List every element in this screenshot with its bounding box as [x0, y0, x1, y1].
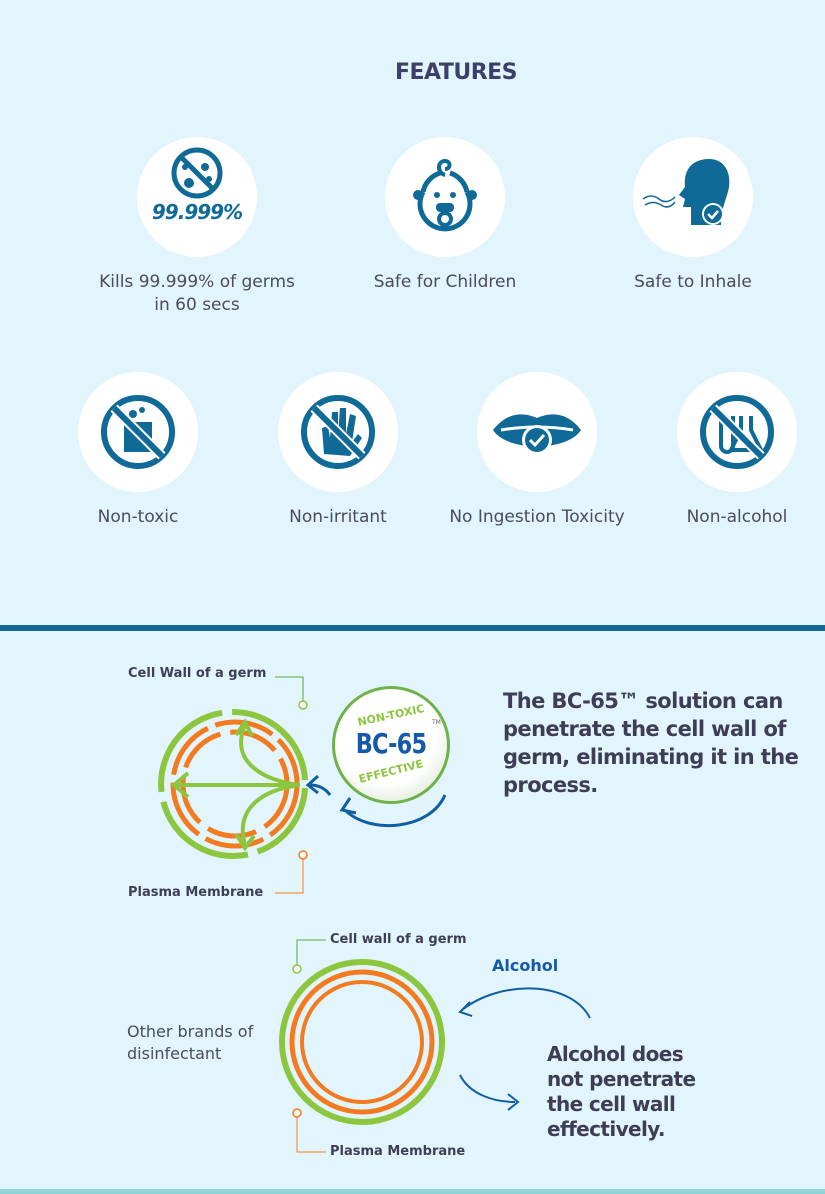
feature-safe-children: Safe for Children: [345, 137, 545, 294]
feature-kills-germs: 99.999% Kills 99.999% of germs in 60 sec…: [97, 137, 297, 317]
feature-safe-inhale: Safe to Inhale: [593, 137, 793, 294]
cell-wall-label-2: Cell wall of a germ: [330, 932, 467, 947]
plasma-membrane-label-2: Plasma Membrane: [330, 1144, 466, 1159]
feature-no-ingestion-toxicity: No Ingestion Toxicity: [437, 372, 637, 529]
feature-label: Non-irritant: [289, 507, 387, 527]
inhale-check-icon: [633, 137, 753, 257]
feature-label: Non-alcohol: [686, 507, 788, 527]
plasma-membrane-label: Plasma Membrane: [128, 885, 264, 900]
no-germs-icon: 99.999%: [137, 137, 257, 257]
badge-bc65-text: BC-65: [355, 727, 427, 760]
no-irritant-hand-icon: [278, 372, 398, 492]
feature-label: Safe for Children: [373, 272, 517, 292]
alcohol-diagram: [279, 939, 591, 1153]
feature-label: Safe to Inhale: [634, 272, 752, 292]
feature-label: Non-toxic: [97, 507, 179, 527]
feature-non-alcohol: Non-alcohol: [637, 372, 825, 529]
feature-non-toxic: Non-toxic: [38, 372, 238, 529]
alcohol-description: Alcohol does not penetrate the cell wall…: [547, 1042, 696, 1141]
bc65-description: The BC-65™ solution can penetrate the ce…: [503, 689, 799, 797]
germ-penetration-diagram: [158, 676, 447, 894]
lips-check-icon: [477, 372, 597, 492]
kill-rate-badge: 99.999%: [152, 200, 242, 224]
no-alcohol-flask-icon: [677, 372, 797, 492]
bottom-border: [0, 1189, 825, 1194]
features-heading: FEATURES: [394, 60, 518, 85]
badge-tm: TM: [432, 719, 441, 726]
no-toxic-beaker-icon: [78, 372, 198, 492]
feature-non-irritant: Non-irritant: [238, 372, 438, 529]
feature-label: No Ingestion Toxicity: [449, 507, 625, 527]
other-brands-label: Other brands of disinfectant: [127, 1022, 254, 1063]
bc65-badge: NON-TOXIC BC-65 TM EFFECTIVE: [332, 686, 450, 804]
baby-icon: [385, 137, 505, 257]
feature-label: Kills 99.999% of germs in 60 secs: [99, 272, 295, 315]
alcohol-label: Alcohol: [492, 956, 559, 975]
cell-wall-label: Cell Wall of a germ: [128, 666, 267, 681]
section-divider: [0, 625, 825, 631]
